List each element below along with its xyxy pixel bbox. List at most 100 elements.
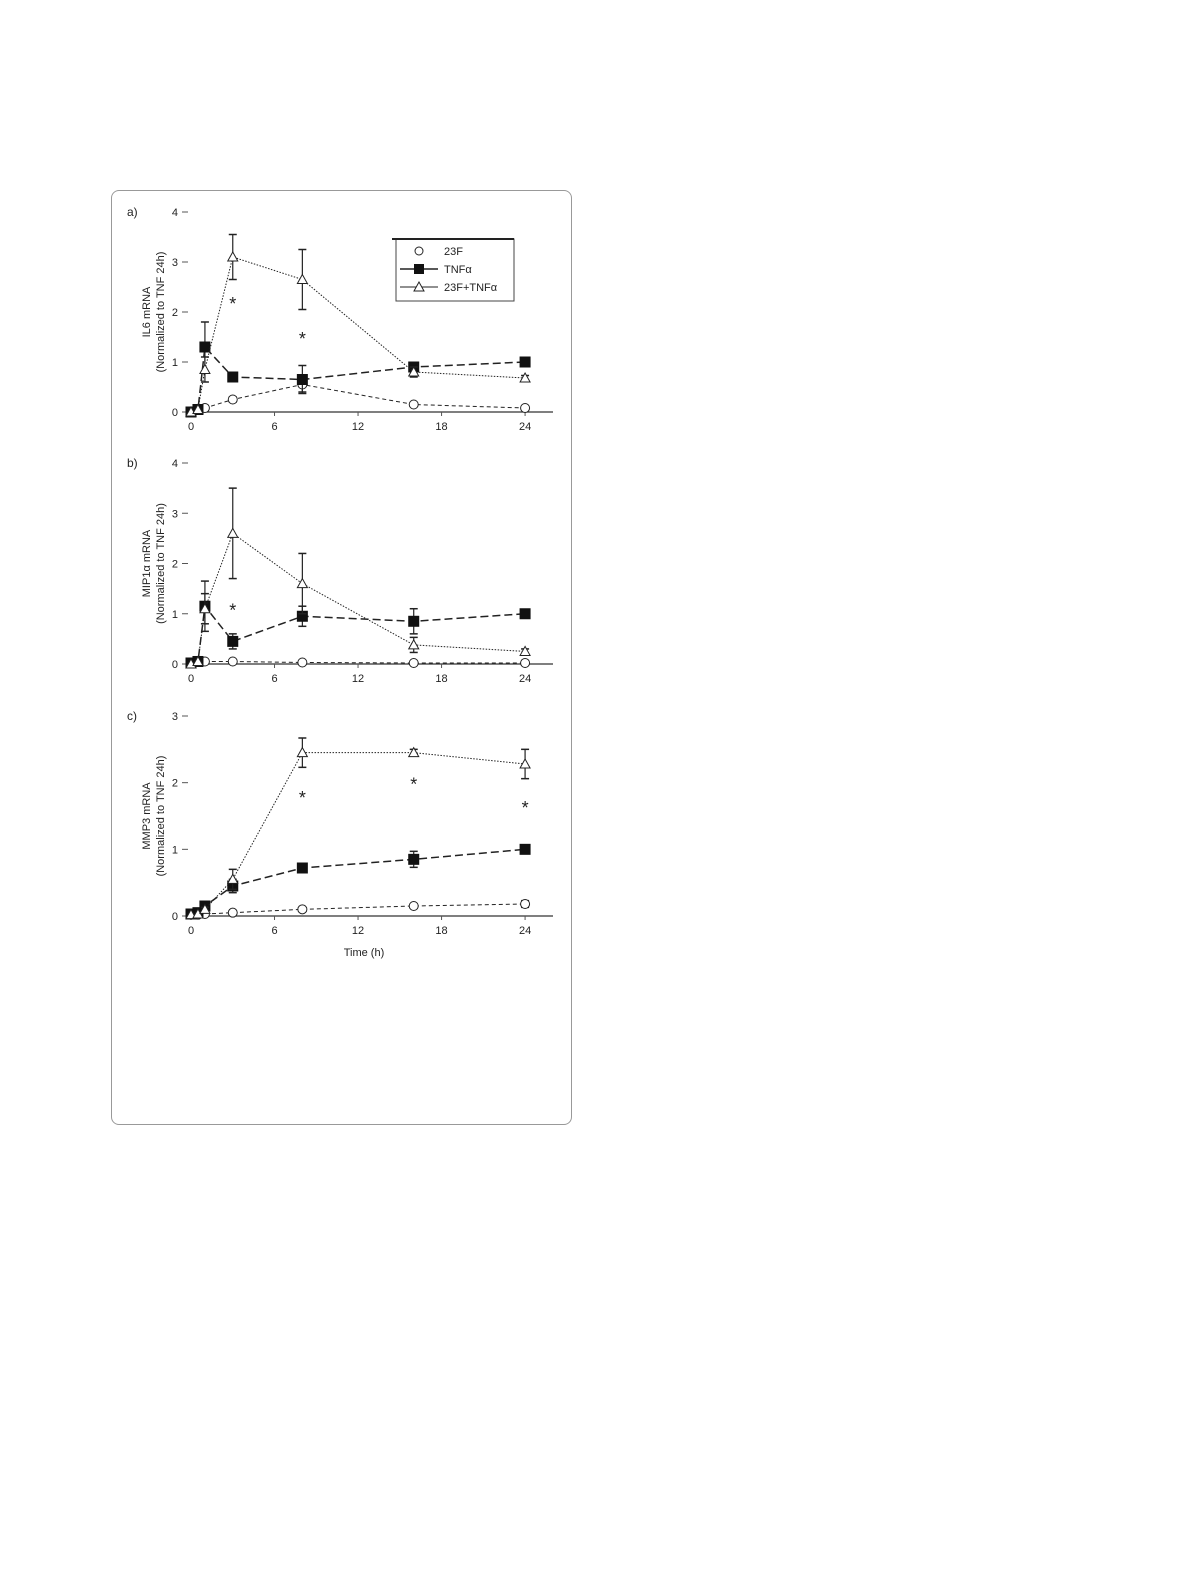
y-tick-label: 1: [172, 609, 178, 621]
y-axis-label: IL6 mRNA: [141, 286, 153, 337]
y-tick-label: 3: [172, 257, 178, 269]
data-point-triangle: [192, 403, 204, 414]
data-point-square: [227, 635, 239, 647]
series-TNFα: [185, 580, 531, 669]
figure-frame: [111, 190, 572, 1125]
series-23F: [186, 376, 531, 417]
y-tick-label: 1: [172, 357, 178, 369]
y-tick-label: 2: [172, 778, 178, 790]
data-point-triangle: [226, 873, 239, 884]
legend-marker-square: [414, 264, 424, 274]
y-axis-label-unit: (Normalized to TNF 24h): [155, 756, 167, 877]
data-point-circle: [297, 904, 308, 915]
y-tick-label: 3: [172, 711, 178, 723]
data-point-square: [296, 610, 308, 622]
data-point-triangle: [199, 903, 211, 914]
data-point-triangle: [519, 645, 531, 656]
data-point-circle: [408, 399, 419, 410]
series-23F+TNFα: [185, 737, 531, 920]
x-tick-label: 18: [435, 673, 447, 685]
y-tick-label: 4: [172, 207, 178, 219]
x-tick-label: 12: [352, 673, 364, 685]
significance-star: *: [229, 601, 236, 621]
data-point-circle: [520, 657, 531, 668]
series-TNFα: [185, 321, 531, 418]
y-tick-label: 3: [172, 508, 178, 520]
legend: 23F TNFα 23F+TNFα: [392, 238, 515, 302]
data-point-circle: [520, 899, 531, 909]
x-tick-label: 12: [352, 421, 364, 433]
data-point-triangle: [407, 365, 420, 377]
data-point-circle: [408, 657, 419, 668]
y-tick-label: 2: [172, 307, 178, 319]
data-point-triangle: [199, 602, 211, 614]
x-tick-label: 18: [435, 925, 447, 937]
y-tick-label: 0: [172, 911, 178, 923]
x-tick-label: 12: [352, 925, 364, 937]
legend-label: 23F+TNFα: [444, 282, 498, 294]
data-point-circle: [227, 656, 238, 667]
series-line: [190, 752, 526, 916]
x-tick-label: 24: [519, 421, 531, 433]
series-line: [190, 383, 526, 413]
legend-marker-triangle: [413, 280, 425, 292]
y-tick-label: 0: [172, 407, 178, 419]
series-23F+TNFα: [185, 233, 531, 417]
x-tick-label: 6: [271, 673, 277, 685]
significance-star: *: [229, 294, 236, 314]
panel-label: a): [127, 205, 138, 219]
data-point-triangle: [199, 363, 211, 374]
data-point-triangle: [407, 746, 420, 758]
data-point-triangle: [296, 273, 309, 284]
data-point-square: [199, 341, 211, 353]
data-point-square: [519, 608, 531, 620]
data-point-square: [296, 374, 308, 385]
x-tick-label: 0: [188, 925, 194, 937]
y-axis-label: MMP3 mRNA: [141, 782, 153, 850]
x-tick-label: 24: [519, 925, 531, 937]
y-tick-label: 2: [172, 559, 178, 571]
significance-star: *: [410, 775, 417, 795]
series-line: [190, 848, 526, 915]
data-point-square: [408, 615, 420, 627]
x-tick-label: 0: [188, 673, 194, 685]
y-tick-label: 4: [172, 458, 178, 470]
data-point-square: [227, 371, 239, 383]
data-point-triangle: [296, 746, 309, 758]
data-point-circle: [408, 901, 419, 911]
y-axis-label-unit: (Normalized to TNF 24h): [155, 252, 167, 373]
data-point-square: [408, 853, 420, 865]
data-point-circle: [520, 403, 531, 413]
y-axis-label-unit: (Normalized to TNF 24h): [155, 503, 167, 624]
data-point-circle: [227, 907, 238, 918]
data-point-triangle: [192, 655, 204, 666]
x-tick-label: 6: [271, 421, 277, 433]
data-point-square: [519, 843, 531, 855]
series-line: [190, 345, 526, 413]
data-point-square: [519, 356, 531, 368]
x-tick-label: 18: [435, 421, 447, 433]
legend-label: TNFα: [444, 264, 472, 276]
data-point-circle: [297, 657, 308, 668]
x-tick-label: 24: [519, 673, 531, 685]
x-tick-label: 6: [271, 925, 277, 937]
data-point-triangle: [226, 527, 239, 538]
x-axis-label: Time (h): [344, 947, 385, 959]
y-tick-label: 1: [172, 844, 178, 856]
series-line: [190, 604, 526, 664]
data-point-triangle: [407, 638, 420, 650]
data-point-triangle: [519, 757, 531, 769]
series-line: [191, 903, 526, 916]
series-line: [190, 532, 526, 665]
panel-label: c): [127, 709, 137, 723]
significance-star: *: [299, 329, 306, 349]
data-point-triangle: [296, 577, 309, 589]
x-tick-label: 0: [188, 421, 194, 433]
significance-star: *: [522, 798, 529, 818]
data-point-triangle: [519, 371, 531, 383]
data-point-triangle: [226, 250, 239, 262]
data-point-circle: [227, 394, 238, 405]
